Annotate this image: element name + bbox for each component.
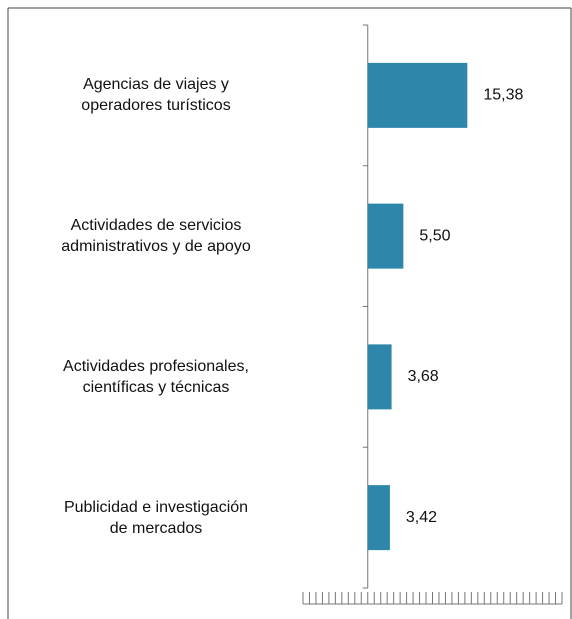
value-label: 3,42 — [406, 509, 437, 526]
value-label: 15,38 — [483, 87, 523, 104]
category-label: Actividades profesionales, científicas y… — [63, 357, 249, 396]
category-label: Actividades de servicios administrativos… — [61, 217, 251, 256]
category-label: Agencias de viajes y operadores turístic… — [81, 76, 231, 115]
bar — [367, 62, 468, 128]
value-label: 5,50 — [419, 227, 450, 244]
bar — [367, 344, 392, 410]
bar — [367, 485, 390, 551]
value-label: 3,68 — [408, 368, 439, 385]
bar — [367, 203, 404, 269]
category-label: Publicidad e investigación de mercados — [63, 498, 249, 537]
